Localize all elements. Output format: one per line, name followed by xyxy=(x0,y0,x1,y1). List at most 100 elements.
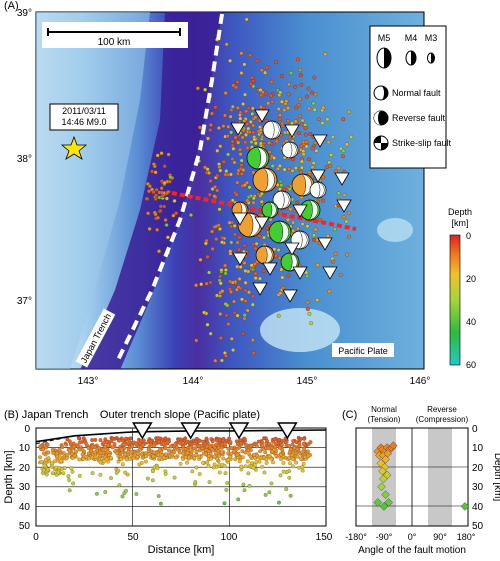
profile-quake-dot xyxy=(130,441,135,446)
profile-quake-dot xyxy=(212,445,217,450)
profile-quake-dot xyxy=(143,454,148,459)
quake-dot xyxy=(195,86,200,91)
profile-quake-dot xyxy=(239,438,244,443)
profile-quake-dot xyxy=(259,456,264,461)
quake-dot xyxy=(315,298,320,302)
profile-quake-dot xyxy=(86,446,91,451)
profile-quake-dot xyxy=(190,469,195,474)
profile-quake-dot xyxy=(148,439,153,444)
quake-dot xyxy=(217,165,222,169)
profile-quake-dot xyxy=(275,441,280,446)
profile-quake-dot xyxy=(189,451,193,456)
profile-quake-dot xyxy=(87,456,92,461)
profile-quake-dot xyxy=(39,446,44,451)
quake-dot xyxy=(323,52,328,57)
profile-quake-dot xyxy=(136,454,141,459)
quake-dot xyxy=(210,229,215,234)
profile-quake-dot xyxy=(53,451,57,456)
profile-quake-dot xyxy=(49,464,54,469)
profile-quake-dot xyxy=(132,450,137,455)
profile-quake-dot xyxy=(247,452,252,457)
quake-dot xyxy=(251,84,256,89)
profile-quake-dot xyxy=(168,453,173,458)
quake-dot xyxy=(239,172,244,176)
profile-quake-dot xyxy=(149,449,154,454)
quake-dot xyxy=(253,141,258,146)
profile-quake-dot xyxy=(302,453,307,458)
profile-quake-dot xyxy=(235,452,240,457)
quake-dot xyxy=(156,215,160,220)
profile-quake-dot xyxy=(189,455,194,460)
quake-dot xyxy=(347,110,351,114)
profile-quake-dot xyxy=(153,450,158,455)
profile-quake-dot xyxy=(98,472,103,477)
profile-quake-dot xyxy=(90,438,95,443)
profile-quake-dot xyxy=(191,454,196,459)
profile-quake-dot xyxy=(44,457,49,462)
profile-quake-dot xyxy=(217,454,221,459)
profile-quake-dot xyxy=(206,449,211,454)
profile-quake-dot xyxy=(215,452,219,457)
profile-quake-dot xyxy=(294,445,299,450)
profile-quake-dot xyxy=(174,440,179,445)
profile-quake-dot xyxy=(90,444,95,449)
quake-dot xyxy=(215,188,220,193)
profile-quake-dot xyxy=(279,452,284,457)
legend-m4: M4 xyxy=(405,33,418,43)
profile-quake-dot xyxy=(259,439,264,443)
quake-dot xyxy=(223,113,227,118)
panel-c-label: (C) xyxy=(342,409,357,421)
quake-dot xyxy=(240,135,245,140)
quake-dot xyxy=(158,208,163,213)
quake-dot xyxy=(281,285,286,290)
quake-dot xyxy=(162,180,167,185)
quake-dot xyxy=(236,285,241,290)
profile-quake-dot xyxy=(109,456,113,460)
profile-quake-dot xyxy=(260,445,265,450)
profile-quake-dot xyxy=(280,451,285,456)
profile-quake-dot xyxy=(39,443,44,448)
profile-quake-dot xyxy=(169,449,174,454)
quake-dot xyxy=(294,105,299,110)
profile-quake-dot xyxy=(187,440,192,445)
profile-quake-dot xyxy=(64,442,69,447)
profile-quake-dot xyxy=(93,445,98,450)
focal-mechanisms xyxy=(231,120,327,272)
profile-quake-dot xyxy=(219,451,224,456)
quake-dot xyxy=(270,142,275,147)
profile-xlabel: Distance [km] xyxy=(148,544,215,556)
profile-quake-dot xyxy=(84,443,89,448)
quake-dot xyxy=(228,172,233,177)
profile-quake-dot xyxy=(207,446,212,451)
profile-quake-dot xyxy=(201,451,206,456)
quake-dot xyxy=(242,243,247,248)
profile-quake-dot xyxy=(277,444,282,449)
profile-quake-dot xyxy=(302,441,307,446)
quake-dot xyxy=(243,92,247,97)
profile-quake-dot xyxy=(283,440,288,445)
quake-dot xyxy=(229,289,234,294)
quake-dot xyxy=(243,140,248,145)
quake-dot xyxy=(224,353,228,358)
profile-quake-dot xyxy=(50,447,55,452)
profile-quake-dot xyxy=(275,454,279,459)
profile-quake-dot xyxy=(44,472,49,477)
profile-quake-dot xyxy=(132,453,137,458)
profile-quake-dot xyxy=(275,442,280,447)
profile-title-left: (B) Japan Trench xyxy=(4,409,88,421)
profile-quake-dot xyxy=(94,448,99,453)
profile-quake-dot xyxy=(286,457,291,462)
quake-dot xyxy=(247,130,252,135)
profile-quake-dot xyxy=(173,455,178,460)
angle-point xyxy=(373,447,383,456)
profile-quake-dot xyxy=(141,451,145,456)
quake-dot xyxy=(218,281,223,286)
profile-quake-dot xyxy=(204,447,209,452)
profile-quake-dot xyxy=(150,440,155,445)
profile-quake-dot xyxy=(163,456,168,461)
quake-dot xyxy=(243,299,248,303)
profile-quake-dot xyxy=(107,451,112,455)
profile-quake-dot xyxy=(187,455,191,460)
profile-quake-dot xyxy=(119,447,124,452)
quake-dot xyxy=(164,191,169,196)
